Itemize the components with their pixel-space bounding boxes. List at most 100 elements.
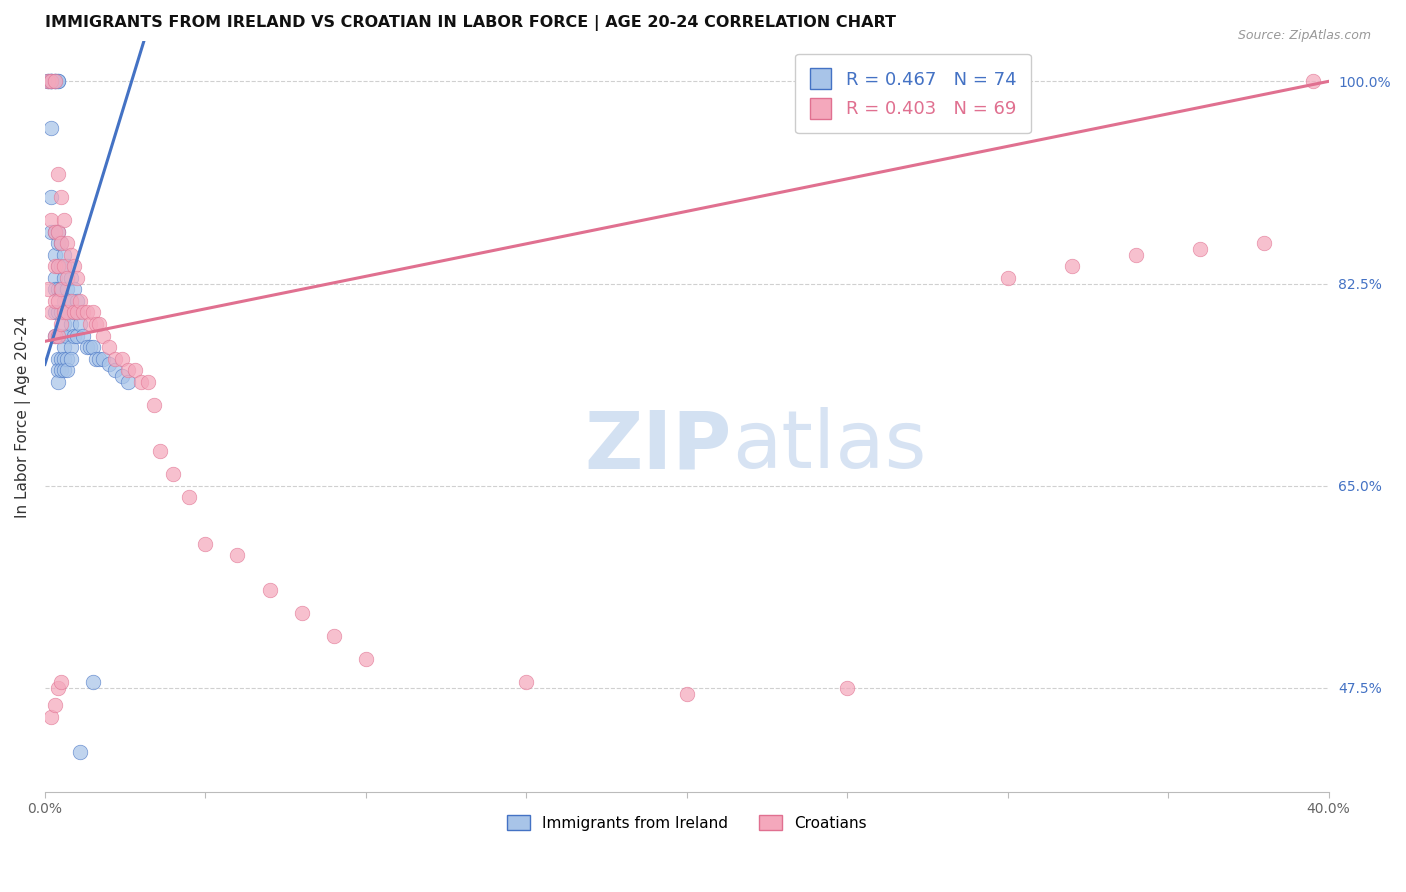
Point [84,351,107,366]
Point [62,305,84,319]
Point [837,681,859,695]
Point [53,305,76,319]
Point [44,74,66,88]
Point [44,225,66,239]
Point [53,270,76,285]
Point [98,358,121,372]
Point [59,293,82,308]
Point [1302,74,1324,88]
Point [56,236,79,251]
Point [49,317,72,331]
Point [62,328,84,343]
Point [79,317,101,331]
Point [56,259,79,273]
Point [39,74,62,88]
Point [44,74,66,88]
Point [44,74,66,88]
Point [1189,242,1212,256]
Point [37,282,59,296]
Point [49,305,72,319]
Point [44,305,66,319]
Point [82,305,104,319]
Point [675,687,697,701]
Point [39,213,62,227]
Point [59,317,82,331]
Point [59,351,82,366]
Point [44,328,66,343]
Point [1253,236,1275,251]
Point [66,293,89,308]
Point [56,282,79,296]
Point [56,328,79,343]
Point [194,536,217,550]
Point [53,317,76,331]
Point [46,293,69,308]
Point [53,293,76,308]
Point [72,328,94,343]
Point [44,698,66,713]
Point [44,270,66,285]
Point [354,652,377,666]
Point [515,675,537,690]
Legend: Immigrants from Ireland, Croatians: Immigrants from Ireland, Croatians [501,809,873,837]
Point [84,317,107,331]
Point [104,351,127,366]
Point [53,213,76,227]
Point [49,259,72,273]
Point [89,351,111,366]
Point [82,340,104,354]
Point [259,582,281,597]
Point [44,293,66,308]
Point [46,305,69,319]
Text: atlas: atlas [731,408,927,485]
Point [46,74,69,88]
Point [37,74,59,88]
Point [44,74,66,88]
Point [46,282,69,296]
Point [322,629,344,643]
Point [39,74,62,88]
Point [39,710,62,724]
Point [1060,259,1083,273]
Point [72,305,94,319]
Point [39,74,62,88]
Text: Source: ZipAtlas.com: Source: ZipAtlas.com [1237,29,1371,42]
Point [117,375,139,389]
Point [46,375,69,389]
Point [104,363,127,377]
Point [89,317,111,331]
Point [39,74,62,88]
Point [44,259,66,273]
Point [291,606,314,620]
Point [46,363,69,377]
Point [49,282,72,296]
Point [53,247,76,261]
Point [149,444,172,458]
Point [69,317,91,331]
Point [39,74,62,88]
Point [56,305,79,319]
Point [91,351,114,366]
Point [44,247,66,261]
Point [46,259,69,273]
Point [56,351,79,366]
Point [124,363,146,377]
Point [56,305,79,319]
Point [46,681,69,695]
Point [62,282,84,296]
Point [46,259,69,273]
Point [46,351,69,366]
Point [49,328,72,343]
Point [49,351,72,366]
Point [46,225,69,239]
Point [49,675,72,690]
Point [82,675,104,690]
Point [1125,247,1147,261]
Point [56,363,79,377]
Text: IMMIGRANTS FROM IRELAND VS CROATIAN IN LABOR FORCE | AGE 20-24 CORRELATION CHART: IMMIGRANTS FROM IRELAND VS CROATIAN IN L… [45,15,896,31]
Point [46,225,69,239]
Point [79,340,101,354]
Point [129,375,152,389]
Point [62,259,84,273]
Point [46,74,69,88]
